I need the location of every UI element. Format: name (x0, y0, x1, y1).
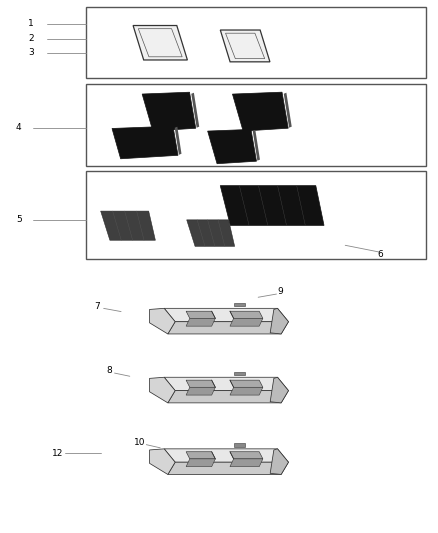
Polygon shape (186, 318, 215, 326)
Polygon shape (168, 462, 289, 474)
Polygon shape (230, 311, 263, 318)
Polygon shape (230, 452, 263, 459)
Polygon shape (230, 387, 263, 395)
Polygon shape (175, 127, 181, 155)
Polygon shape (220, 185, 324, 225)
Polygon shape (270, 308, 289, 334)
Polygon shape (142, 92, 196, 131)
Polygon shape (230, 318, 263, 326)
Polygon shape (133, 26, 187, 60)
Polygon shape (230, 380, 263, 387)
Text: 3: 3 (28, 49, 34, 58)
Polygon shape (186, 387, 215, 395)
Polygon shape (149, 377, 175, 403)
Text: 2: 2 (28, 34, 34, 43)
Polygon shape (270, 377, 289, 403)
Polygon shape (233, 372, 244, 375)
Polygon shape (230, 459, 263, 467)
Polygon shape (187, 220, 235, 246)
Polygon shape (208, 130, 257, 164)
Text: 9: 9 (277, 287, 283, 296)
Polygon shape (233, 443, 244, 447)
Polygon shape (101, 211, 155, 240)
Polygon shape (168, 322, 289, 334)
Text: 1: 1 (28, 19, 34, 28)
Polygon shape (168, 391, 289, 403)
Text: 4: 4 (16, 123, 21, 132)
Text: 8: 8 (106, 367, 112, 375)
Text: 7: 7 (94, 302, 100, 311)
Polygon shape (220, 30, 270, 62)
Polygon shape (191, 93, 199, 128)
Text: 6: 6 (377, 250, 383, 259)
Bar (86, 7, 426, 78)
Bar (86, 171, 426, 259)
Polygon shape (253, 130, 260, 160)
Text: 12: 12 (52, 449, 64, 458)
Polygon shape (164, 449, 289, 462)
Text: 10: 10 (134, 438, 145, 447)
Polygon shape (112, 126, 178, 159)
Polygon shape (284, 93, 292, 128)
Polygon shape (149, 449, 175, 474)
Polygon shape (186, 311, 215, 318)
Polygon shape (164, 308, 289, 322)
Polygon shape (233, 303, 244, 306)
Polygon shape (186, 452, 215, 459)
Polygon shape (270, 449, 289, 474)
Bar (86, 84, 426, 166)
Polygon shape (233, 92, 288, 131)
Polygon shape (164, 377, 289, 391)
Polygon shape (149, 308, 175, 334)
Polygon shape (186, 380, 215, 387)
Text: 5: 5 (16, 215, 21, 224)
Polygon shape (186, 459, 215, 467)
